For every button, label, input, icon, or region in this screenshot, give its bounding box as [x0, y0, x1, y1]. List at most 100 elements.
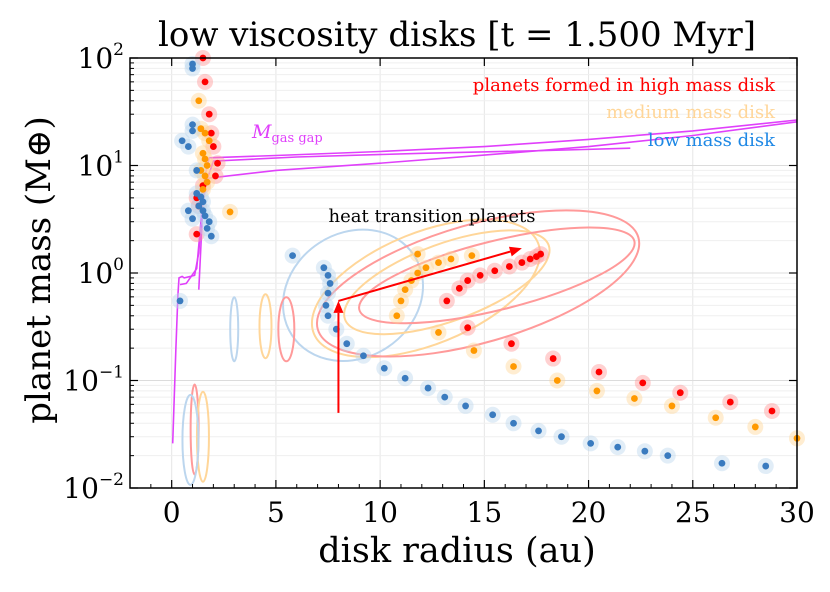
data-point-medium-mass-disk-1 — [197, 125, 205, 133]
data-point-high-mass-disk-1 — [201, 78, 209, 86]
data-point-medium-mass-disk-9 — [203, 178, 211, 186]
data-point-high-mass-disk-20 — [537, 250, 545, 258]
data-point-low-mass-disk-12 — [201, 212, 209, 220]
data-point-medium-mass-disk-5 — [201, 155, 209, 163]
y-tick-label-exponent-1: −1 — [99, 363, 124, 383]
data-point-medium-mass-disk-14 — [401, 286, 409, 294]
arrow-layer — [333, 246, 522, 413]
data-point-low-mass-disk-5 — [178, 137, 186, 145]
data-point-high-mass-disk-17 — [518, 259, 526, 266]
contour-loop-3 — [229, 296, 240, 363]
x-axis-label: disk radius (au) — [318, 531, 595, 571]
data-point-low-mass-disk-9 — [199, 198, 207, 206]
data-point-low-mass-disk-38 — [587, 439, 595, 447]
data-point-low-mass-disk-6 — [193, 167, 201, 174]
data-point-low-mass-disk-31 — [424, 384, 432, 392]
data-point-low-mass-disk-33 — [462, 402, 469, 410]
y-tick-label-3: 101 — [78, 148, 124, 183]
data-point-low-mass-disk-1 — [189, 65, 196, 72]
gas-gap-curve-segment-0 — [171, 119, 798, 444]
data-point-low-mass-disk-13 — [205, 218, 213, 226]
contour-loop-2 — [181, 393, 200, 486]
y-tick-label-1: 10−1 — [63, 363, 124, 398]
data-point-high-mass-disk-28 — [768, 407, 776, 415]
contour-loop-5 — [277, 296, 296, 363]
data-point-medium-mass-disk-16 — [414, 269, 422, 277]
contour-4 — [358, 226, 636, 325]
data-point-medium-mass-disk-3 — [205, 137, 213, 145]
chart-title: low viscosity disks [t = 1.500 Myr] — [158, 15, 756, 55]
data-point-medium-mass-disk-20 — [468, 252, 476, 260]
data-point-low-mass-disk-40 — [641, 447, 649, 455]
y-tick-label-4: 102 — [78, 40, 124, 75]
data-point-high-mass-disk-11 — [443, 297, 451, 305]
x-tick-label-1: 5 — [267, 496, 285, 529]
data-point-medium-mass-disk-26 — [593, 387, 601, 395]
arrow-head-1 — [508, 246, 522, 257]
data-point-high-mass-disk-25 — [639, 379, 647, 387]
gas-gap-label-main: M — [251, 121, 272, 143]
y-tick-label-exponent-0: −2 — [99, 470, 124, 490]
point-layer — [176, 54, 801, 470]
gas-gap-label: Mgas gap — [251, 121, 323, 146]
data-point-medium-mass-disk-18 — [435, 259, 442, 266]
data-point-low-mass-disk-14 — [203, 224, 211, 232]
data-point-low-mass-disk-10 — [195, 202, 203, 210]
y-tick-label-base-1: 10 — [63, 365, 99, 398]
y-tick-label-exponent-4: 2 — [113, 40, 124, 60]
data-point-medium-mass-disk-22 — [435, 329, 442, 336]
data-point-high-mass-disk-18 — [526, 255, 534, 263]
data-point-low-mass-disk-36 — [535, 427, 542, 435]
data-point-medium-mass-disk-30 — [751, 423, 759, 431]
data-point-high-mass-disk-16 — [505, 263, 513, 270]
legend-entry-low: low mass disk — [648, 130, 776, 151]
legend-entry-high: planets formed in high mass disk — [473, 75, 776, 96]
data-point-medium-mass-disk-17 — [422, 264, 430, 272]
contour-2 — [315, 209, 641, 358]
data-point-low-mass-disk-20 — [320, 264, 328, 272]
data-point-high-mass-disk-26 — [676, 389, 684, 397]
data-point-low-mass-disk-23 — [324, 289, 332, 297]
gas-gap-label-sub: gas gap — [271, 131, 322, 146]
data-point-low-mass-disk-18 — [176, 297, 184, 305]
y-tick-label-base-3: 10 — [78, 150, 114, 183]
data-point-medium-mass-disk-21 — [414, 250, 422, 258]
data-point-medium-mass-disk-10 — [199, 185, 207, 193]
data-point-high-mass-disk-27 — [726, 398, 734, 406]
data-point-low-mass-disk-35 — [510, 419, 517, 427]
y-tick-label-base-4: 10 — [78, 42, 114, 75]
data-point-low-mass-disk-32 — [441, 393, 449, 401]
data-point-low-mass-disk-34 — [489, 411, 497, 419]
data-point-high-mass-disk-4 — [209, 143, 217, 150]
data-point-high-mass-disk-23 — [549, 355, 557, 362]
data-point-high-mass-disk-21 — [464, 324, 472, 332]
x-tick-label-3: 15 — [467, 496, 503, 529]
x-tick-label-0: 0 — [163, 496, 181, 529]
contour-layer — [181, 209, 641, 486]
data-point-low-mass-disk-37 — [558, 433, 565, 441]
contour-0 — [282, 228, 425, 362]
data-point-medium-mass-disk-8 — [201, 172, 209, 180]
data-point-medium-mass-disk-27 — [631, 395, 638, 402]
data-point-low-mass-disk-3 — [189, 127, 196, 135]
data-point-medium-mass-disk-11 — [226, 208, 234, 216]
x-tick-label-5: 25 — [675, 496, 711, 529]
y-tick-label-2: 100 — [78, 255, 124, 290]
data-point-low-mass-disk-17 — [189, 215, 196, 223]
data-point-high-mass-disk-15 — [491, 267, 499, 275]
data-point-low-mass-disk-21 — [324, 271, 332, 279]
data-point-low-mass-disk-27 — [343, 340, 351, 348]
data-point-low-mass-disk-28 — [360, 352, 367, 360]
data-point-high-mass-disk-24 — [595, 368, 603, 376]
data-point-medium-mass-disk-13 — [397, 297, 405, 305]
data-point-low-mass-disk-42 — [718, 459, 726, 467]
data-point-low-mass-disk-29 — [380, 364, 388, 372]
data-point-high-mass-disk-12 — [455, 284, 463, 292]
data-point-high-mass-disk-13 — [464, 277, 472, 284]
data-point-low-mass-disk-19 — [289, 252, 296, 260]
data-point-low-mass-disk-30 — [401, 374, 409, 382]
data-point-high-mass-disk-6 — [212, 172, 219, 180]
data-point-medium-mass-disk-4 — [199, 149, 207, 157]
